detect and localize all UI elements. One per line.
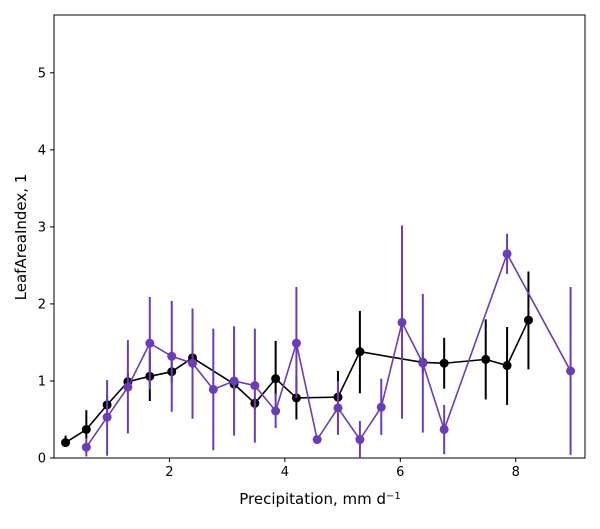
x-tick-label: 4 <box>281 465 289 480</box>
data-point <box>333 403 343 413</box>
data-point <box>208 384 218 394</box>
y-tick-label: 1 <box>38 374 46 389</box>
data-point <box>250 381 260 391</box>
data-point <box>271 374 281 384</box>
data-point <box>102 412 112 422</box>
data-point <box>123 382 133 392</box>
data-point <box>188 358 198 368</box>
x-tick-label: 6 <box>396 465 404 480</box>
series-line <box>85 251 572 448</box>
data-point <box>481 354 491 364</box>
data-point <box>523 315 533 325</box>
series-layer <box>61 225 576 458</box>
data-point <box>271 406 281 416</box>
y-axis-ticks: 0 1 2 3 4 5 <box>38 66 54 467</box>
y-tick-label: 0 <box>38 452 46 467</box>
data-point <box>81 424 91 434</box>
data-point <box>418 358 428 368</box>
series-2 <box>81 225 576 458</box>
data-point <box>397 317 407 327</box>
y-tick-label: 5 <box>38 66 46 81</box>
data-point <box>229 376 239 386</box>
y-tick-label: 2 <box>38 297 46 312</box>
x-tick-label: 8 <box>512 465 520 480</box>
data-point <box>566 366 576 376</box>
x-axis-title-superscript: −1 <box>386 491 401 502</box>
data-point <box>439 358 449 368</box>
y-tick-label: 3 <box>38 220 46 235</box>
x-axis-title-text: Precipitation, mm d <box>239 490 386 508</box>
data-point <box>376 402 386 412</box>
data-point <box>355 347 365 357</box>
data-point <box>291 338 301 348</box>
x-axis-ticks: 2 4 6 8 <box>165 458 520 480</box>
y-axis-title: LeafAreaIndex, 1 <box>12 174 30 301</box>
data-point <box>61 438 71 448</box>
x-axis-title: Precipitation, mm d−1 <box>239 490 401 508</box>
x-tick-label: 2 <box>165 465 173 480</box>
data-point <box>81 442 91 452</box>
data-point <box>355 435 365 445</box>
data-point <box>145 338 155 348</box>
y-tick-label: 4 <box>38 143 46 158</box>
data-point <box>439 424 449 434</box>
plot-frame <box>53 14 586 459</box>
data-point <box>167 351 177 361</box>
data-point <box>502 361 512 371</box>
data-point <box>312 435 322 445</box>
data-point <box>502 249 512 259</box>
